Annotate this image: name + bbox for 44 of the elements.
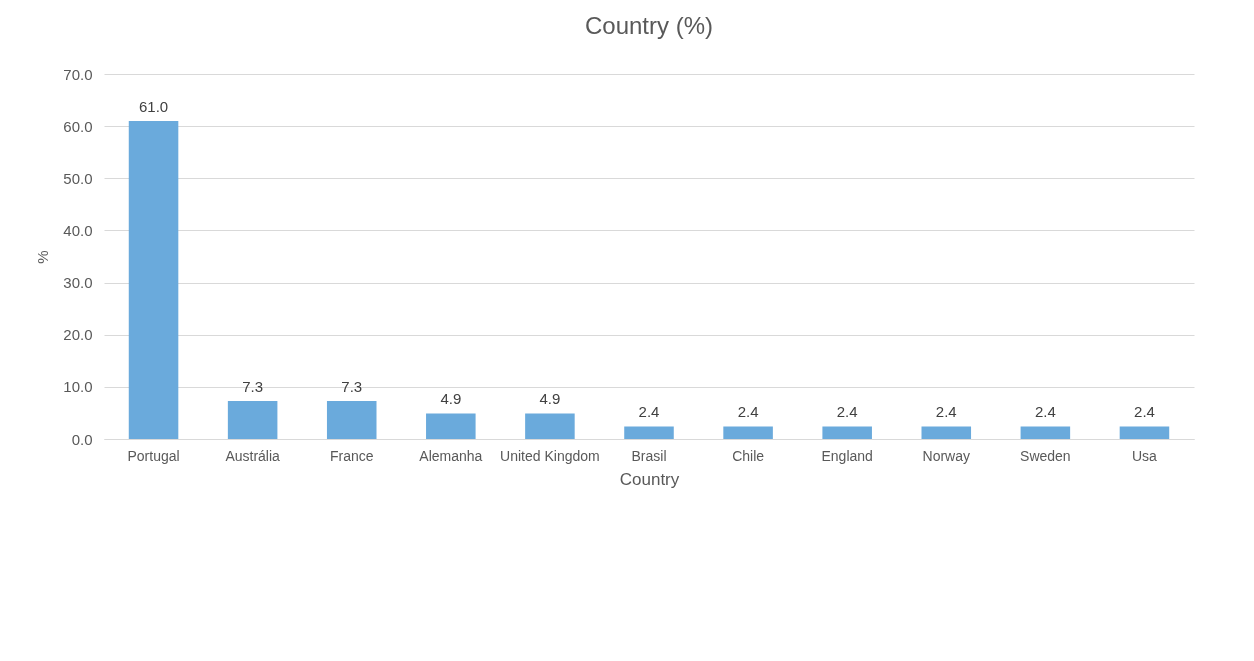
data-label: 2.4 <box>1034 403 1056 421</box>
y-axis-title: % <box>34 250 52 264</box>
y-tick-label: 40.0 <box>63 221 93 239</box>
data-label: 2.4 <box>1134 403 1155 421</box>
data-label: 2.4 <box>638 403 660 421</box>
bar <box>822 426 872 439</box>
data-label: 7.3 <box>341 377 363 395</box>
x-tick-label: Alemanha <box>419 447 483 464</box>
data-label: 2.4 <box>836 403 858 421</box>
x-tick-label: Portugal <box>127 447 180 464</box>
bar <box>426 413 476 439</box>
data-label: 4.9 <box>440 390 462 408</box>
data-label: 2.4 <box>935 403 957 421</box>
x-tick-label: England <box>821 447 873 464</box>
x-tick-label: Brasil <box>631 447 667 464</box>
x-tick-label: Chile <box>732 447 765 464</box>
bar <box>227 400 278 439</box>
y-tick-label: 0.0 <box>71 430 93 448</box>
data-label: 4.9 <box>539 390 561 408</box>
y-tick-label: 20.0 <box>63 326 93 344</box>
y-tick-label: 70.0 <box>63 65 93 83</box>
x-tick-label: Sweden <box>1020 447 1071 464</box>
x-tick-label: Norway <box>922 447 971 464</box>
data-label: 2.4 <box>737 403 759 421</box>
bar <box>624 426 674 439</box>
bar <box>128 120 179 439</box>
x-axis-title: Country <box>619 469 680 489</box>
data-label: 7.3 <box>242 377 264 395</box>
y-tick-label: 50.0 <box>63 169 93 187</box>
bar <box>1020 426 1071 439</box>
bar <box>921 426 972 439</box>
data-label: 61.0 <box>138 97 169 115</box>
bar <box>326 400 377 439</box>
bar <box>525 413 575 439</box>
x-tick-label: United Kingdom <box>500 447 600 464</box>
y-tick-label: 60.0 <box>63 117 93 135</box>
y-tick-label: 10.0 <box>63 378 93 396</box>
y-tick-label: 30.0 <box>63 274 93 292</box>
bar <box>1119 426 1170 439</box>
x-tick-label: Austrália <box>225 447 281 464</box>
chart-title: Country (%) <box>584 12 714 39</box>
x-tick-label: France <box>329 447 374 464</box>
bar <box>723 426 773 439</box>
x-tick-label: Usa <box>1132 447 1158 464</box>
